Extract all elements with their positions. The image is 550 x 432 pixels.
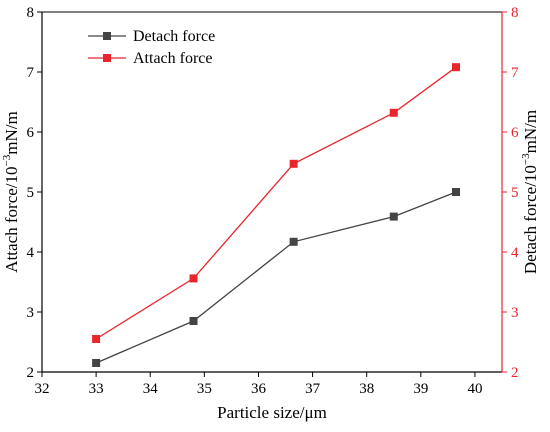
series-0-point-4 <box>452 188 460 196</box>
x-tick-label-2: 34 <box>143 381 159 397</box>
legend-label-1: Attach force <box>133 50 213 67</box>
right-y-axis-title-unit: mN/m <box>521 110 540 153</box>
axes: 32 33 34 35 36 37 38 39 402 23 34 45 56 67 78 8 <box>27 5 520 397</box>
left-y-tick-label-6: 8 <box>27 5 35 21</box>
series-line-0 <box>95 191 457 364</box>
right-y-tick-label-0: 2 <box>511 365 519 381</box>
x-tick-label-7: 39 <box>413 381 428 397</box>
legend: Detach force Attach force <box>88 28 215 67</box>
right-y-axis-title-base: Detach force/10 <box>521 165 540 274</box>
right-y-tick-label-1: 3 <box>511 305 519 321</box>
series-layer <box>92 63 460 367</box>
right-y-axis-title-sup: −3 <box>520 153 532 165</box>
x-tick-label-6: 38 <box>359 381 374 397</box>
legend-label-0: Detach force <box>133 28 215 45</box>
legend-marker-0 <box>103 32 111 40</box>
left-y-tick-label-1: 3 <box>27 305 35 321</box>
left-y-axis-title-base: Attach force/10 <box>2 166 21 272</box>
left-y-tick-label-3: 5 <box>27 185 35 201</box>
x-tick-label-3: 35 <box>197 381 212 397</box>
series-0-point-2 <box>289 237 298 246</box>
left-y-axis-title-unit: mN/m <box>2 111 21 154</box>
left-y-tick-label-2: 4 <box>27 245 35 261</box>
x-axis-title: Particle size/μm <box>217 403 327 422</box>
series-0-point-0 <box>92 359 101 367</box>
series-0-point-3 <box>389 212 398 221</box>
x-tick-label-1: 33 <box>89 381 104 397</box>
right-y-tick-label-6: 8 <box>511 5 519 21</box>
series-1-point-4 <box>452 63 460 72</box>
x-tick-label-0: 32 <box>35 381 50 397</box>
left-y-axis-title: Attach force/10−3mN/m <box>1 111 21 272</box>
left-y-tick-label-4: 6 <box>27 125 35 141</box>
left-y-tick-label-0: 2 <box>27 365 35 381</box>
series-line-1 <box>95 66 457 340</box>
left-y-tick-label-5: 7 <box>27 65 35 81</box>
right-y-tick-label-4: 6 <box>511 125 519 141</box>
series-1-point-2 <box>289 159 298 168</box>
series-1-point-1 <box>189 274 198 283</box>
series-0-point-1 <box>189 317 198 325</box>
right-y-tick-label-5: 7 <box>511 65 519 81</box>
right-y-axis-title: Detach force/10−3mN/m <box>520 110 540 274</box>
x-tick-label-5: 37 <box>305 381 321 397</box>
x-tick-label-8: 40 <box>467 381 482 397</box>
legend-marker-1 <box>103 54 111 62</box>
x-tick-label-4: 36 <box>251 381 267 397</box>
left-y-axis-title-sup: −3 <box>1 154 13 166</box>
series-1-point-3 <box>389 108 398 117</box>
right-y-tick-label-2: 4 <box>511 245 519 261</box>
right-y-tick-label-3: 5 <box>511 185 519 201</box>
series-1-point-0 <box>92 335 101 343</box>
